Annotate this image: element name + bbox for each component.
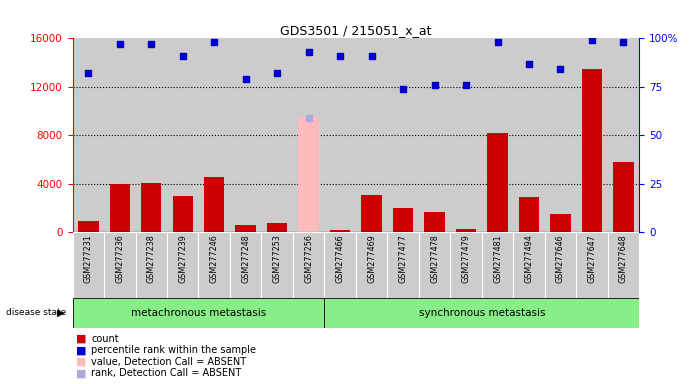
Text: metachronous metastasis: metachronous metastasis bbox=[131, 308, 266, 318]
Bar bbox=[104, 232, 135, 298]
Bar bbox=[545, 232, 576, 298]
Bar bbox=[487, 133, 508, 232]
Bar bbox=[293, 232, 324, 298]
Text: disease state: disease state bbox=[6, 308, 66, 318]
Bar bbox=[261, 232, 293, 298]
Point bbox=[177, 53, 188, 59]
Bar bbox=[419, 232, 451, 298]
Bar bbox=[613, 162, 634, 232]
Text: GSM277248: GSM277248 bbox=[241, 234, 250, 283]
Text: GSM277246: GSM277246 bbox=[209, 234, 219, 283]
Text: GSM277231: GSM277231 bbox=[84, 234, 93, 283]
Bar bbox=[236, 225, 256, 232]
Text: GSM277647: GSM277647 bbox=[587, 234, 596, 283]
Bar bbox=[135, 232, 167, 298]
Bar bbox=[330, 230, 350, 232]
Text: count: count bbox=[91, 334, 119, 344]
Point bbox=[83, 70, 94, 76]
Point bbox=[114, 41, 125, 47]
Title: GDS3501 / 215051_x_at: GDS3501 / 215051_x_at bbox=[280, 24, 432, 37]
Point bbox=[209, 39, 220, 45]
Text: rank, Detection Call = ABSENT: rank, Detection Call = ABSENT bbox=[91, 368, 241, 378]
Point bbox=[146, 41, 157, 47]
Text: GSM277239: GSM277239 bbox=[178, 234, 187, 283]
Bar bbox=[482, 232, 513, 298]
Text: percentile rank within the sample: percentile rank within the sample bbox=[91, 345, 256, 355]
Bar bbox=[519, 197, 539, 232]
Bar bbox=[513, 232, 545, 298]
Text: GSM277478: GSM277478 bbox=[430, 234, 439, 283]
Bar bbox=[356, 232, 388, 298]
Bar bbox=[230, 232, 261, 298]
Bar bbox=[141, 183, 162, 232]
Bar bbox=[576, 232, 607, 298]
Point bbox=[240, 76, 252, 82]
Text: GSM277256: GSM277256 bbox=[304, 234, 313, 283]
Text: ■: ■ bbox=[76, 334, 86, 344]
Bar bbox=[607, 232, 639, 298]
Point bbox=[366, 53, 377, 59]
Text: GSM277466: GSM277466 bbox=[336, 234, 345, 283]
Text: GSM277238: GSM277238 bbox=[146, 234, 155, 283]
Bar bbox=[299, 189, 319, 232]
Bar bbox=[267, 223, 287, 232]
Bar bbox=[78, 222, 99, 232]
Text: GSM277646: GSM277646 bbox=[556, 234, 565, 283]
Bar bbox=[393, 208, 413, 232]
Bar bbox=[424, 212, 445, 232]
Point bbox=[460, 82, 471, 88]
Point bbox=[587, 37, 598, 43]
Point bbox=[303, 115, 314, 121]
Text: GSM277494: GSM277494 bbox=[524, 234, 533, 283]
Bar bbox=[324, 232, 356, 298]
Bar bbox=[388, 232, 419, 298]
Bar bbox=[204, 177, 225, 232]
Bar bbox=[167, 232, 198, 298]
Point bbox=[524, 61, 535, 67]
Bar bbox=[73, 232, 104, 298]
Text: GSM277477: GSM277477 bbox=[399, 234, 408, 283]
Text: ■: ■ bbox=[76, 368, 86, 378]
Text: GSM277648: GSM277648 bbox=[619, 234, 628, 283]
Text: GSM277481: GSM277481 bbox=[493, 234, 502, 283]
Point bbox=[429, 82, 440, 88]
Bar bbox=[173, 196, 193, 232]
Text: GSM277236: GSM277236 bbox=[115, 234, 124, 283]
Bar bbox=[110, 184, 130, 232]
Text: GSM277479: GSM277479 bbox=[462, 234, 471, 283]
Text: GSM277253: GSM277253 bbox=[273, 234, 282, 283]
Text: synchronous metastasis: synchronous metastasis bbox=[419, 308, 545, 318]
Bar bbox=[198, 232, 230, 298]
Bar bbox=[73, 298, 324, 328]
Bar bbox=[451, 232, 482, 298]
Bar bbox=[299, 117, 319, 232]
Text: GSM277469: GSM277469 bbox=[367, 234, 376, 283]
Point bbox=[397, 86, 408, 92]
Bar bbox=[324, 298, 639, 328]
Text: ▶: ▶ bbox=[57, 308, 64, 318]
Point bbox=[618, 39, 629, 45]
Text: ■: ■ bbox=[76, 345, 86, 355]
Point bbox=[303, 49, 314, 55]
Point bbox=[555, 66, 566, 73]
Bar bbox=[582, 69, 602, 232]
Point bbox=[272, 70, 283, 76]
Text: ■: ■ bbox=[76, 357, 86, 367]
Bar bbox=[456, 229, 476, 232]
Text: value, Detection Call = ABSENT: value, Detection Call = ABSENT bbox=[91, 357, 246, 367]
Bar bbox=[361, 195, 382, 232]
Point bbox=[334, 53, 346, 59]
Bar bbox=[550, 214, 571, 232]
Point bbox=[492, 39, 503, 45]
